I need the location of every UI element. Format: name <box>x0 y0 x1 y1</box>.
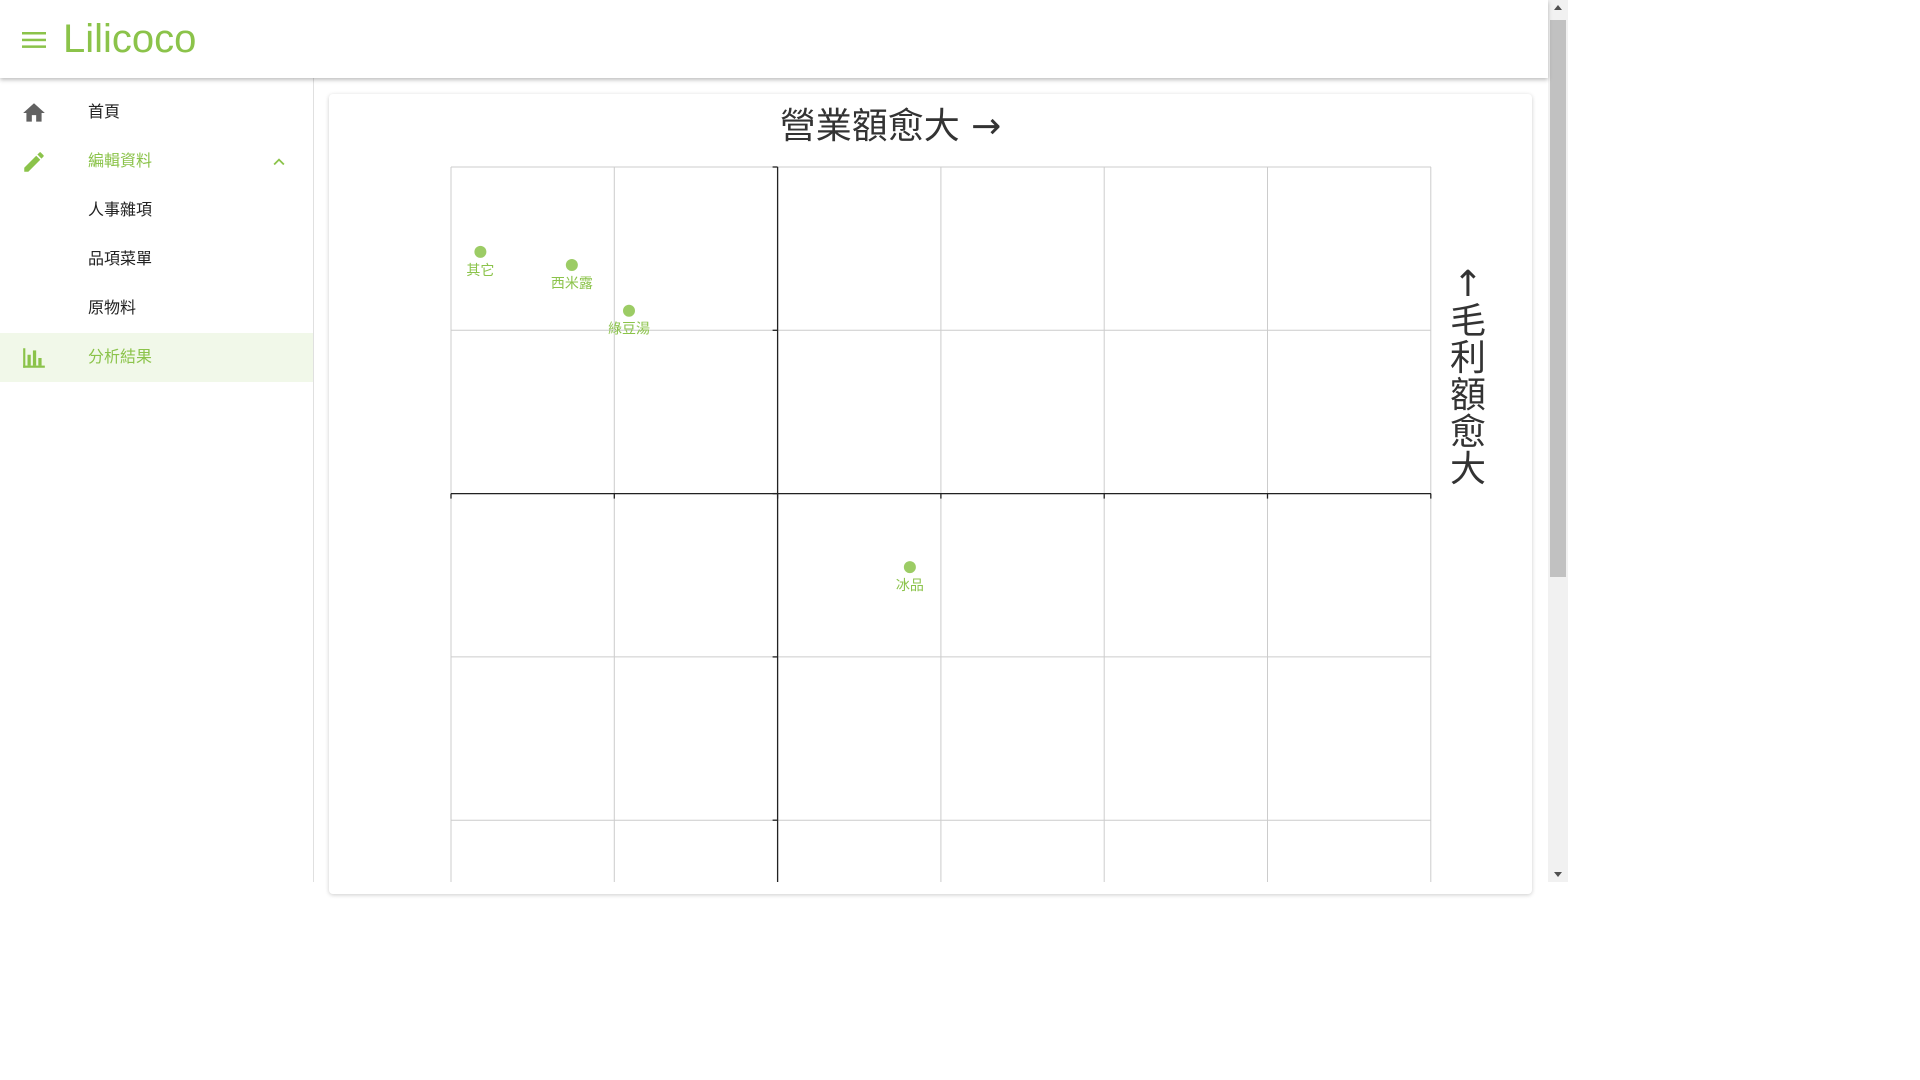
bar-chart-icon <box>21 345 47 371</box>
sidebar-item-edit-data[interactable]: 編輯資料 <box>0 137 313 186</box>
sidebar-item-analysis[interactable]: 分析結果 <box>0 333 313 382</box>
chart-y-axis-label: ↑毛利額愈大 <box>1446 266 1490 488</box>
pencil-icon <box>21 149 47 175</box>
sidebar-item-label: 原物料 <box>88 298 136 318</box>
sidebar-item-label: 分析結果 <box>88 347 152 367</box>
analysis-card <box>329 94 1532 894</box>
sidebar-item-menu-items[interactable]: 品項菜單 <box>0 235 313 284</box>
sidebar: 首頁 編輯資料 人事雜項 品項菜單 原物料 分析結果 <box>0 78 314 882</box>
home-icon <box>21 100 47 126</box>
app-bar: Lilicoco <box>0 0 1548 78</box>
scroll-down-arrow-icon[interactable] <box>1548 866 1568 882</box>
sidebar-item-label: 首頁 <box>88 102 120 122</box>
sidebar-item-home[interactable]: 首頁 <box>0 88 313 137</box>
scroll-up-arrow-icon[interactable] <box>1548 0 1568 16</box>
sidebar-item-label: 編輯資料 <box>88 151 152 171</box>
sidebar-item-label: 品項菜單 <box>88 249 152 269</box>
menu-icon[interactable] <box>20 26 48 54</box>
scrollbar-thumb[interactable] <box>1550 20 1566 577</box>
sidebar-item-raw-materials[interactable]: 原物料 <box>0 284 313 333</box>
sidebar-item-personnel[interactable]: 人事雜項 <box>0 186 313 235</box>
chevron-up-icon[interactable] <box>268 151 290 173</box>
chart-title: 營業額愈大 → <box>329 103 1452 151</box>
brand-title[interactable]: Lilicoco <box>63 14 196 64</box>
sidebar-item-label: 人事雜項 <box>88 200 152 220</box>
